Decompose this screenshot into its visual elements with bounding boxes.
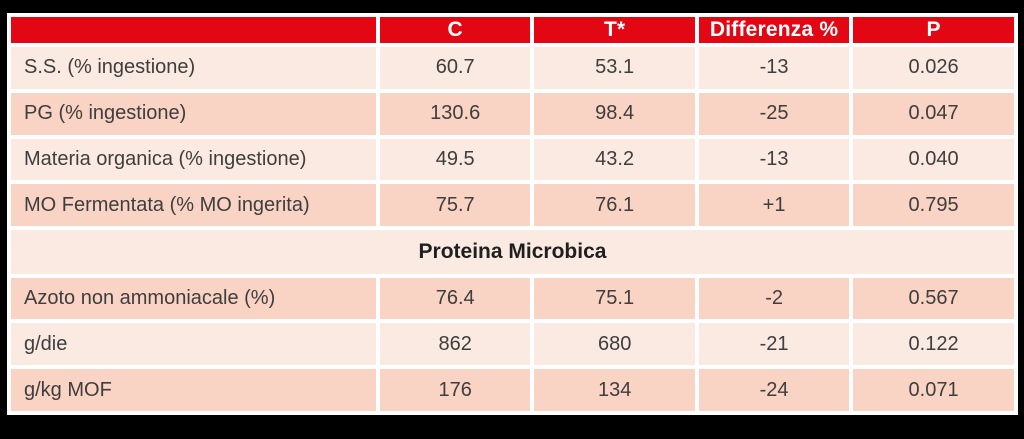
cell-differenza: -24 [699,369,850,411]
header-cell-empty [11,17,377,43]
cell-c: 49.5 [380,138,531,181]
table-row: PG (% ingestione) 130.6 98.4 -25 0.047 [11,92,1014,135]
row-label: PG (% ingestione) [11,92,377,135]
cell-p: 0.047 [853,92,1014,135]
cell-differenza: +1 [699,184,850,227]
cell-t: 98.4 [534,92,696,135]
cell-c: 76.4 [380,277,531,320]
cell-c: 130.6 [380,92,531,135]
cell-p: 0.026 [853,47,1014,89]
cell-c: 862 [380,323,531,366]
table-row: S.S. (% ingestione) 60.7 53.1 -13 0.026 [11,47,1014,89]
table-row: g/die 862 680 -21 0.122 [11,323,1014,366]
cell-p: 0.567 [853,277,1014,320]
table-row: Materia organica (% ingestione) 49.5 43.… [11,138,1014,181]
cell-t: 43.2 [534,138,696,181]
table-row: Azoto non ammoniacale (%) 76.4 75.1 -2 0… [11,277,1014,320]
table-row: g/kg MOF 176 134 -24 0.071 [11,369,1014,411]
cell-differenza: -25 [699,92,850,135]
cell-t: 53.1 [534,47,696,89]
cell-p: 0.122 [853,323,1014,366]
row-label: Materia organica (% ingestione) [11,138,377,181]
table-row: MO Fermentata (% MO ingerita) 75.7 76.1 … [11,184,1014,227]
cell-t: 75.1 [534,277,696,320]
table-container: C T* Differenza % P S.S. (% ingestione) … [7,13,1018,415]
cell-t: 134 [534,369,696,411]
section-title: Proteina Microbica [11,230,1014,274]
cell-p: 0.795 [853,184,1014,227]
section-row: Proteina Microbica [11,230,1014,274]
row-label: g/die [11,323,377,366]
cell-p: 0.040 [853,138,1014,181]
cell-t: 76.1 [534,184,696,227]
header-cell-c: C [380,17,531,43]
row-label: Azoto non ammoniacale (%) [11,277,377,320]
row-label: g/kg MOF [11,369,377,411]
cell-c: 75.7 [380,184,531,227]
header-row: C T* Differenza % P [11,17,1014,43]
row-label: S.S. (% ingestione) [11,47,377,89]
header-cell-p: P [853,17,1014,43]
cell-c: 60.7 [380,47,531,89]
header-cell-differenza: Differenza % [699,17,850,43]
cell-differenza: -13 [699,47,850,89]
cell-differenza: -21 [699,323,850,366]
cell-t: 680 [534,323,696,366]
results-table: C T* Differenza % P S.S. (% ingestione) … [7,13,1018,415]
cell-differenza: -13 [699,138,850,181]
cell-p: 0.071 [853,369,1014,411]
header-cell-t-star: T* [534,17,696,43]
row-label: MO Fermentata (% MO ingerita) [11,184,377,227]
cell-differenza: -2 [699,277,850,320]
cell-c: 176 [380,369,531,411]
